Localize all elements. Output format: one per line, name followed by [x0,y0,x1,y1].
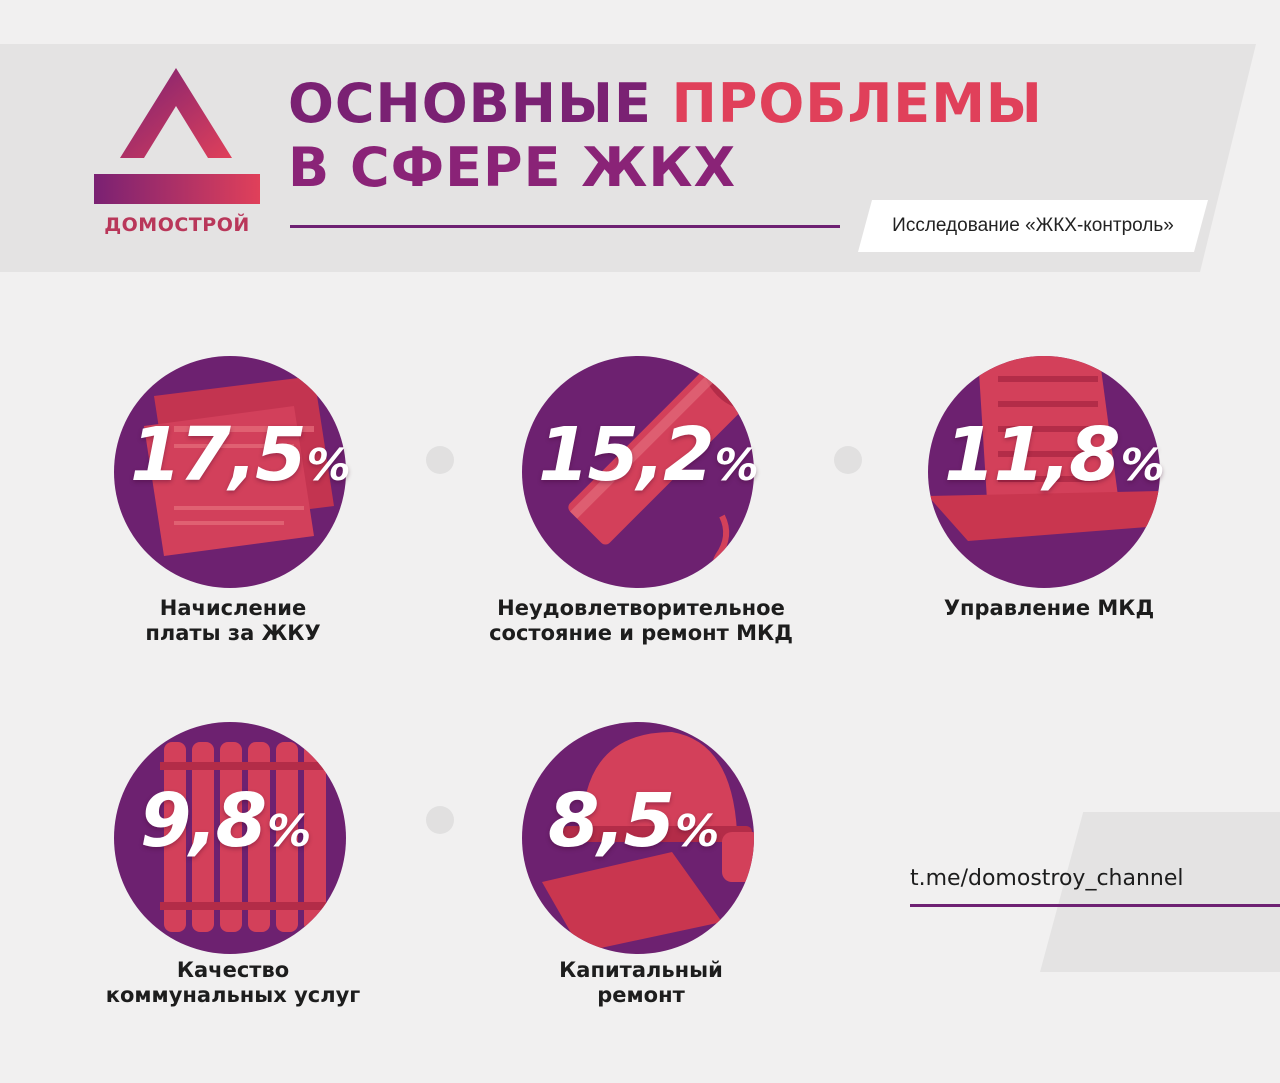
label-line: Качество [176,958,290,982]
value-billing: 17,5% [130,412,351,498]
money-bills-icon [114,356,346,588]
title-word-problems: ПРОБЛЕМЫ [671,72,1043,135]
percent-sign: % [675,806,719,857]
value-utility-quality: 9,8% [140,778,311,864]
value-capital-repair: 8,5% [548,778,719,864]
header-band-corner [1200,44,1280,272]
value-condition: 15,2% [538,412,759,498]
label-condition: Неудовлетворительное состояние и ремонт … [476,596,806,646]
logo-text: ДОМОСТРОЙ [104,214,250,236]
label-line: ремонт [597,983,685,1007]
title-divider [290,225,840,228]
label-line: коммунальных услуг [105,983,361,1007]
source-badge: Исследование «ЖКХ-контроль» [858,200,1208,252]
percent-sign: % [267,806,311,857]
label-line: Капитальный [559,958,723,982]
label-billing: Начисление платы за ЖКУ [68,596,398,646]
label-management: Управление МКД [884,596,1214,621]
percent-sign: % [714,440,759,491]
channel-underline [910,904,1280,907]
separator-dot [426,806,454,834]
logo-triangle-icon [94,68,260,204]
radiator-icon [114,722,346,954]
value-management: 11,8% [944,412,1165,498]
value-number: 9,8 [140,778,267,864]
label-line: платы за ЖКУ [145,621,321,645]
value-number: 8,5 [548,778,675,864]
label-line: состояние и ремонт МКД [489,621,793,645]
label-line: Неудовлетворительное [497,596,785,620]
separator-dot [834,446,862,474]
page-title: ОСНОВНЫЕ ПРОБЛЕМЫ В СФЕРЕ ЖКХ [288,72,1188,200]
value-number: 17,5 [130,412,307,498]
label-utility-quality: Качество коммунальных услуг [68,958,398,1008]
label-line: Управление МКД [943,596,1155,620]
title-line-2: В СФЕРЕ ЖКХ [288,136,737,199]
title-line-1: ОСНОВНЫЕ ПРОБЛЕМЫ [288,72,1188,136]
percent-sign: % [306,440,351,491]
percent-sign: % [1120,440,1165,491]
value-number: 11,8 [944,412,1121,498]
label-line: Начисление [159,596,307,620]
domostroy-logo: ДОМОСТРОЙ [92,64,262,244]
channel-backdrop [1040,812,1280,972]
source-text: Исследование «ЖКХ-контроль» [892,215,1174,236]
value-number: 15,2 [538,412,715,498]
hard-hat-icon [522,722,754,954]
apartment-building-icon [928,356,1160,588]
broken-pipe-icon [522,356,754,588]
separator-dot [426,446,454,474]
channel-link[interactable]: t.me/domostroy_channel [910,866,1184,891]
title-word-main: ОСНОВНЫЕ [288,72,672,135]
label-capital-repair: Капитальный ремонт [476,958,806,1008]
